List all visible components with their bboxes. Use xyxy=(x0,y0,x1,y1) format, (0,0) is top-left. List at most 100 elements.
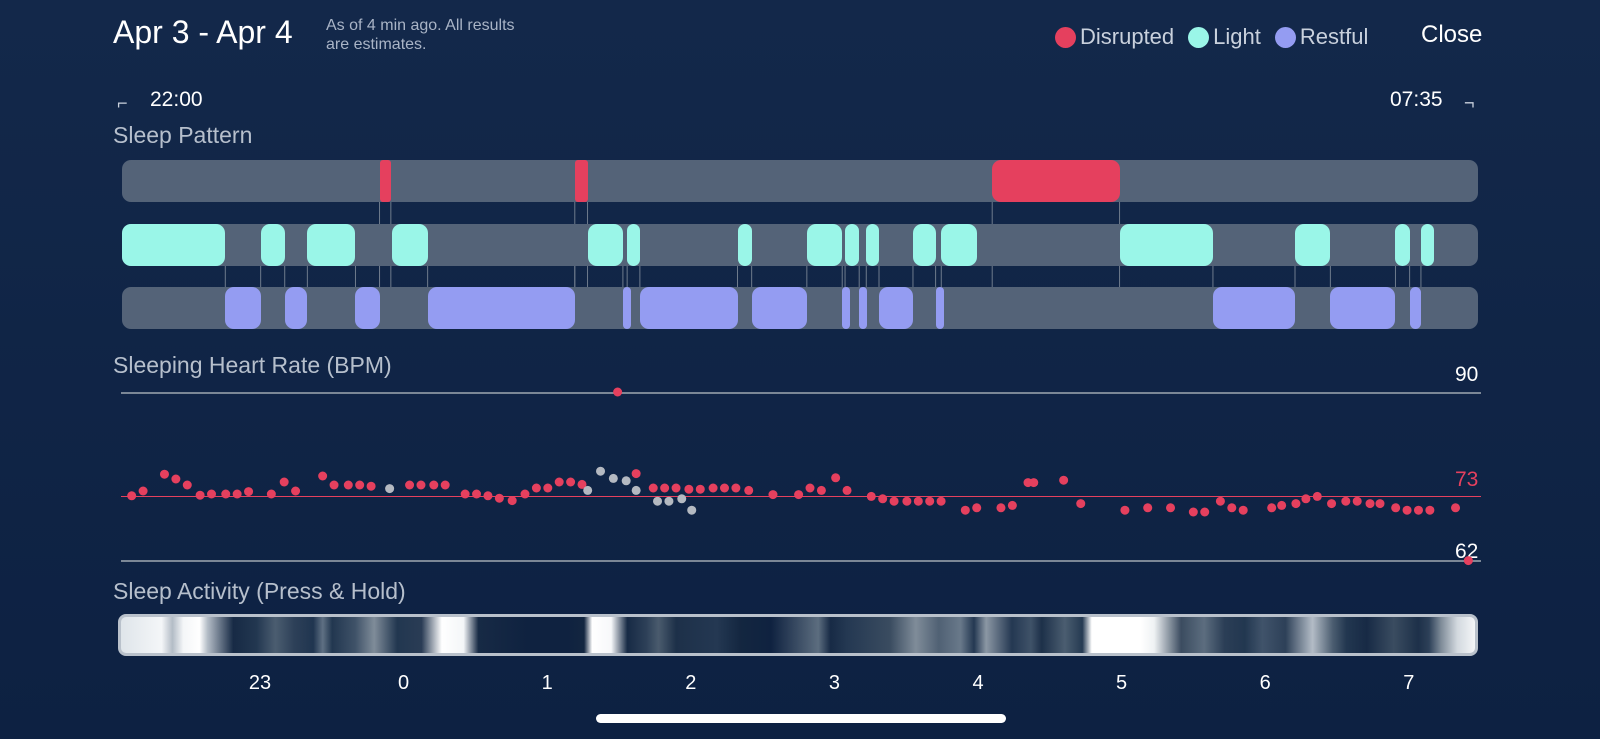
hr-point-estimated xyxy=(608,473,618,483)
legend-item-light: Light xyxy=(1188,24,1261,50)
light-segment xyxy=(260,224,285,266)
hr-point xyxy=(936,496,946,506)
light-segment xyxy=(587,224,623,266)
hour-tick-label: 5 xyxy=(1116,672,1128,694)
light-segment xyxy=(1295,224,1331,266)
hr-point xyxy=(279,477,289,487)
hr-point xyxy=(996,503,1006,513)
hr-point xyxy=(1291,499,1301,509)
sleep-activity-bar[interactable] xyxy=(118,614,1478,656)
hr-point xyxy=(1402,505,1412,515)
hr-point xyxy=(543,483,553,493)
hr-point xyxy=(507,496,517,506)
hr-point xyxy=(329,480,339,490)
hr-point xyxy=(483,491,493,501)
hr-point xyxy=(318,471,328,481)
estimate-note-line2: are estimates. xyxy=(326,36,427,53)
hr-point xyxy=(138,486,148,496)
hr-point xyxy=(554,477,564,487)
hr-point xyxy=(1365,499,1375,509)
hr-point-estimated xyxy=(664,496,674,506)
restful-segment xyxy=(859,287,868,329)
disrupted-track xyxy=(122,160,1478,202)
disrupted-segment xyxy=(992,160,1120,202)
hr-point xyxy=(244,487,254,497)
hr-max-label: 90 xyxy=(1455,363,1479,386)
hr-point xyxy=(416,480,426,490)
hr-point xyxy=(744,485,754,495)
hour-tick-label: 0 xyxy=(398,672,410,694)
legend: Disrupted Light Restful xyxy=(1055,22,1382,52)
page-title: Apr 3 - Apr 4 xyxy=(113,14,293,50)
range-end-bracket-icon: ¬ xyxy=(1464,93,1475,113)
hr-point xyxy=(1215,496,1225,506)
restful-dot-icon xyxy=(1274,26,1296,48)
hr-point xyxy=(1352,496,1362,506)
restful-segment xyxy=(935,287,944,329)
sleep-pattern-label: Sleep Pattern xyxy=(113,122,253,148)
close-button[interactable]: Close xyxy=(1421,21,1483,48)
light-segment xyxy=(1119,224,1213,266)
estimate-note-line1: As of 4 min ago. All results xyxy=(326,17,515,34)
disrupted-dot-icon xyxy=(1055,26,1076,48)
restful-segment xyxy=(355,287,380,329)
restful-segment xyxy=(842,287,851,329)
restful-segment xyxy=(622,287,631,329)
hour-tick-label: 2 xyxy=(685,672,697,694)
light-segment xyxy=(1395,224,1410,266)
hr-point xyxy=(1076,499,1086,509)
hr-point xyxy=(127,491,137,501)
hr-point xyxy=(878,494,888,504)
light-segment xyxy=(122,224,226,266)
hr-point xyxy=(566,477,576,487)
hr-point xyxy=(842,485,852,495)
restful-segment xyxy=(1212,287,1295,329)
hr-min-line xyxy=(121,560,1481,562)
light-segment xyxy=(866,224,879,266)
light-segment xyxy=(627,224,640,266)
home-indicator[interactable] xyxy=(596,714,1006,723)
hr-point xyxy=(472,489,482,499)
hr-avg-label: 73 xyxy=(1455,468,1479,491)
light-segment xyxy=(941,224,977,266)
legend-item-disrupted: Disrupted xyxy=(1055,24,1174,50)
hr-point xyxy=(1029,478,1039,488)
hr-point xyxy=(660,483,670,493)
hr-point xyxy=(1059,475,1069,485)
hr-max-line xyxy=(121,392,1481,394)
hr-point-estimated xyxy=(583,485,593,495)
legend-label-light: Light xyxy=(1213,24,1261,49)
restful-segment xyxy=(639,287,738,329)
restful-track xyxy=(122,287,1478,329)
hr-point-estimated xyxy=(687,505,697,515)
hr-point xyxy=(1425,505,1435,515)
hr-point xyxy=(1391,503,1401,513)
hr-point xyxy=(731,483,741,493)
hr-point xyxy=(1238,505,1248,515)
hr-point xyxy=(960,505,970,515)
range-start-bracket-icon: ⌐ xyxy=(117,93,128,113)
hr-point xyxy=(366,481,376,491)
disrupted-segment xyxy=(379,160,391,202)
hr-point-estimated xyxy=(677,494,687,504)
hour-tick-label: 23 xyxy=(248,672,272,694)
hr-point xyxy=(794,490,804,500)
hr-point xyxy=(343,480,353,490)
hr-point xyxy=(1166,503,1176,513)
restful-segment xyxy=(225,287,261,329)
light-segment xyxy=(1420,224,1434,266)
hr-point xyxy=(1375,499,1385,509)
heart-rate-label: Sleeping Heart Rate (BPM) xyxy=(113,352,392,378)
hr-point xyxy=(805,483,815,493)
light-segment xyxy=(845,224,860,266)
hr-point xyxy=(577,479,587,489)
hr-point xyxy=(520,489,530,499)
hr-point xyxy=(182,480,192,490)
hr-point-estimated xyxy=(621,476,631,486)
restful-segment xyxy=(1330,287,1396,329)
hr-point xyxy=(531,483,541,493)
hr-point xyxy=(1451,503,1461,513)
hr-point xyxy=(1327,499,1337,509)
hr-point xyxy=(494,493,504,503)
